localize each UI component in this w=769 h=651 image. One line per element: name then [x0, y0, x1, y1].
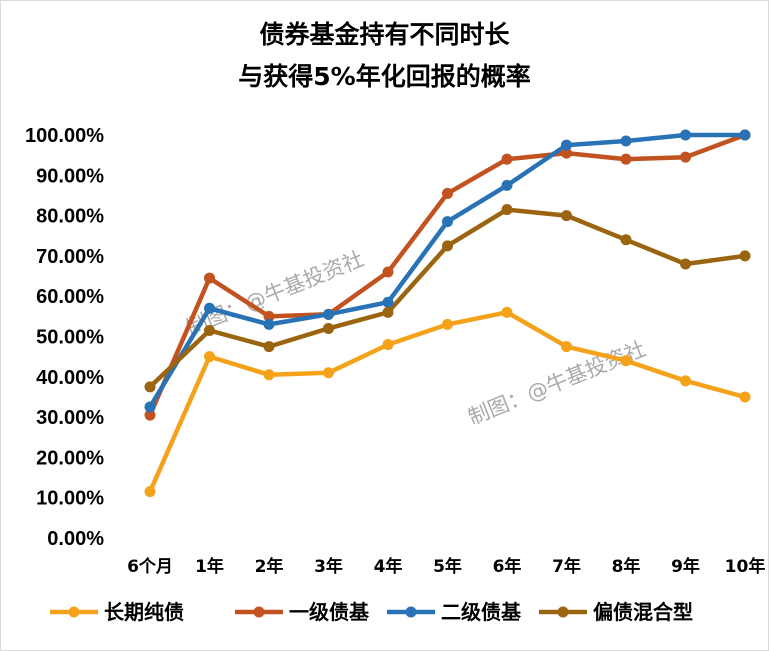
legend-label: 二级债基: [441, 600, 522, 624]
chart-title: 债券基金持有不同时长 与获得5%年化回报的概率: [0, 14, 769, 98]
x-tick-label: 3年: [314, 556, 343, 577]
y-tick-label: 80.00%: [36, 206, 104, 228]
y-tick-label: 50.00%: [36, 327, 104, 349]
data-point: [680, 258, 691, 270]
x-tick-label: 6个月: [127, 556, 173, 577]
chart-title-line-1: 债券基金持有不同时长: [259, 20, 510, 49]
data-point: [144, 409, 156, 421]
legend-marker: [557, 606, 569, 618]
data-point: [501, 179, 513, 191]
y-tick-label: 90.00%: [36, 165, 104, 187]
data-point: [144, 486, 156, 498]
data-point: [620, 234, 632, 246]
data-point: [204, 324, 215, 336]
legend-item-1: 一级债基: [235, 600, 370, 624]
legend-marker: [253, 606, 265, 618]
data-point: [144, 401, 156, 413]
chart-title-line-2: 与获得5%年化回报的概率: [238, 62, 531, 91]
data-point: [442, 187, 453, 199]
data-point: [501, 204, 513, 216]
data-point: [680, 375, 691, 387]
y-tick-label: 60.00%: [36, 286, 104, 308]
x-tick-label: 4年: [374, 556, 403, 577]
legend-marker: [68, 606, 80, 618]
legend-marker: [405, 606, 417, 618]
data-point: [382, 266, 394, 278]
data-point: [680, 129, 691, 141]
y-tick-label: 40.00%: [36, 367, 104, 389]
data-point: [739, 250, 751, 262]
legend-item-3: 偏债混合型: [539, 600, 693, 624]
data-point: [442, 318, 453, 330]
legend-label: 长期纯债: [104, 600, 184, 624]
data-point: [620, 355, 632, 367]
y-tick-label: 30.00%: [36, 407, 104, 429]
y-tick-label: 70.00%: [36, 246, 104, 268]
data-point: [382, 296, 394, 308]
data-point: [323, 308, 334, 320]
y-tick-label: 100.00%: [25, 125, 104, 147]
data-point: [144, 381, 156, 393]
x-tick-label: 10年: [725, 556, 766, 577]
data-point: [204, 272, 215, 284]
data-point: [442, 240, 453, 252]
data-point: [323, 367, 334, 379]
data-point: [382, 306, 394, 318]
x-tick-label: 6年: [493, 556, 522, 577]
data-point: [323, 322, 334, 334]
x-tick-label: 1年: [195, 556, 224, 577]
data-point: [501, 306, 513, 318]
x-tick-label: 8年: [612, 556, 641, 577]
data-point: [620, 153, 632, 165]
x-tick-label: 2年: [255, 556, 284, 577]
data-point: [561, 210, 572, 222]
data-point: [739, 391, 751, 403]
data-point: [501, 153, 513, 165]
legend-item-2: 二级债基: [387, 600, 522, 624]
x-tick-label: 7年: [552, 556, 581, 577]
legend-label: 一级债基: [289, 600, 370, 624]
data-point: [204, 351, 215, 363]
data-point: [680, 151, 691, 163]
data-point: [561, 341, 572, 353]
data-point: [263, 310, 275, 322]
data-point: [204, 302, 215, 314]
watermark-text: 制图：@牛基投资社: [465, 337, 649, 430]
x-tick-label: 5年: [433, 556, 462, 577]
data-point: [561, 139, 572, 151]
data-point: [263, 318, 275, 330]
data-point: [620, 135, 632, 147]
data-point: [263, 369, 275, 381]
data-point: [442, 216, 453, 228]
legend-item-0: 长期纯债: [50, 600, 184, 624]
y-tick-label: 20.00%: [36, 447, 104, 469]
data-point: [382, 339, 394, 351]
data-point: [263, 341, 275, 353]
data-point: [561, 147, 572, 159]
y-tick-label: 0.00%: [47, 528, 104, 550]
legend-label: 偏债混合型: [593, 600, 693, 624]
y-tick-label: 10.00%: [36, 488, 104, 510]
data-point: [739, 129, 751, 141]
x-tick-label: 9年: [671, 556, 700, 577]
